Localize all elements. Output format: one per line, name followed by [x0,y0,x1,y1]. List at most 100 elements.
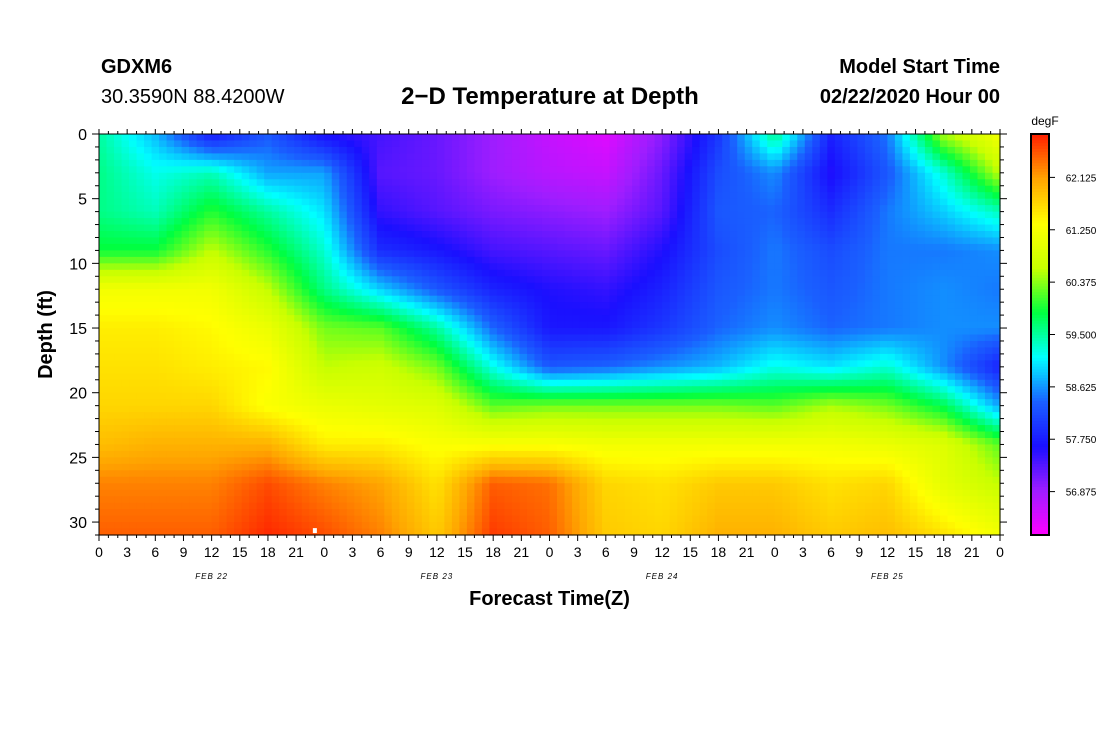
heatmap-cell [984,218,994,226]
heatmap-cell [489,211,498,219]
heatmap-cell [256,308,265,316]
heatmap-cell [219,153,228,161]
heatmap-cell [744,205,753,213]
heatmap-cell [421,302,430,310]
heatmap-cell [309,276,318,284]
heatmap-cell [947,185,956,193]
heatmap-cell [256,198,265,206]
heatmap-cell [534,205,543,213]
heatmap-cell [849,205,858,213]
heatmap-cell [361,269,370,277]
heatmap-cell [557,276,566,284]
heatmap-cell [714,211,723,219]
heatmap-cell [849,302,858,310]
heatmap-cell [526,282,536,290]
heatmap-cell [279,340,288,349]
heatmap-cell [174,159,183,167]
heatmap-cell [654,334,663,342]
heatmap-cell [894,276,903,284]
heatmap-cell [219,379,228,387]
heatmap-cell [984,353,994,361]
heatmap-cell [106,340,115,349]
heatmap-cell [714,276,723,284]
heatmap-cell [376,334,385,342]
heatmap-cell [684,302,693,310]
heatmap-cell [804,146,813,155]
heatmap-cell [669,179,678,187]
heatmap-cell [662,231,671,239]
heatmap-cell [279,250,288,258]
heatmap-cell [992,360,1001,368]
heatmap-cell [752,263,761,271]
heatmap-cell [842,198,851,206]
heatmap-cell [684,185,693,193]
heatmap-cell [557,302,566,310]
heatmap-cell [789,198,798,206]
heatmap-cell [361,192,370,200]
heatmap-cell [309,172,318,180]
heatmap-cell [549,166,558,174]
heatmap-cell [264,353,273,361]
heatmap-cell [594,224,603,232]
heatmap-cell [429,185,438,193]
heatmap-cell [632,192,641,200]
heatmap-cell [602,237,611,245]
heatmap-cell [834,146,843,155]
heatmap-cell [309,185,318,193]
heatmap-cell [849,334,858,342]
heatmap-cell [391,321,400,329]
heatmap-cell [707,353,716,361]
heatmap-cell [256,340,265,349]
heatmap-cell [894,328,903,336]
heatmap-cell [489,185,498,193]
heatmap-cell [572,366,581,374]
heatmap-cell [286,185,295,193]
heatmap-cell [271,146,280,155]
heatmap-cell [271,328,280,336]
heatmap-cell [632,347,641,355]
heatmap-cell [354,399,363,407]
heatmap-cell [384,340,393,349]
heatmap-cell [639,386,648,394]
heatmap-cell [774,231,783,239]
heatmap-cell [932,360,941,368]
heatmap-cell [842,366,851,374]
heatmap-cell [969,353,979,361]
heatmap-cell [99,276,108,284]
heatmap-cell [256,146,265,155]
heatmap-cell [234,172,243,180]
heatmap-cell [917,250,926,258]
heatmap-cell [924,250,934,258]
heatmap-cell [692,224,701,232]
heatmap-cell [572,282,581,290]
heatmap-cell [924,198,934,206]
heatmap-cell [489,192,498,200]
heatmap-cell [346,211,355,219]
heatmap-cell [166,224,175,232]
heatmap-cell [654,211,663,219]
heatmap-cell [301,205,310,213]
heatmap-cell [752,243,761,252]
heatmap-cell [249,366,258,374]
heatmap-cell [797,379,806,387]
heatmap-cell [984,205,994,213]
heatmap-cell [594,153,603,161]
heatmap-cell [834,289,843,297]
heatmap-cell [256,231,265,239]
heatmap-cell [181,159,190,167]
heatmap-cell [159,347,168,355]
heatmap-cell [549,250,558,258]
heatmap-cell [632,256,641,264]
heatmap-cell [602,166,611,174]
heatmap-cell [474,224,483,232]
heatmap-cell [421,192,430,200]
heatmap-cell [99,192,108,200]
heatmap-cell [181,295,190,303]
heatmap-cell [984,179,994,187]
heatmap-cell [692,243,701,252]
heatmap-cell [466,179,476,187]
heatmap-cell [714,256,723,264]
heatmap-cell [384,366,393,374]
heatmap-cell [346,347,355,355]
heatmap-cell [849,243,858,252]
